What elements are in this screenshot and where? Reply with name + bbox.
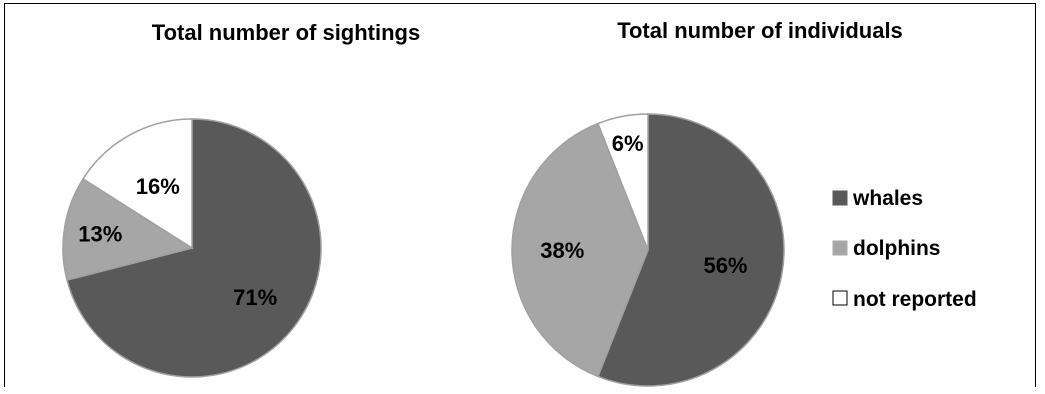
legend-swatch-dolphins (832, 240, 848, 256)
legend-label-not-reported: not reported (853, 288, 977, 311)
legend-swatch-not-reported (832, 290, 848, 306)
pie-individuals: 56% 38% 6% (511, 113, 785, 387)
legend-label-whales: whales (852, 187, 923, 210)
chart-frame (4, 3, 1036, 387)
pie-slice-whales (596, 113, 785, 387)
legend-label-dolphins: dolphins (853, 237, 941, 260)
data-label-dolphins: 38% (540, 238, 584, 263)
pie-slice-not-reported (596, 113, 649, 251)
legend-swatch-whales (832, 190, 848, 206)
chart-title-sightings: Total number of sightings (152, 20, 420, 45)
chart-title-individuals: Total number of individuals (617, 18, 903, 43)
pie-slice-dolphins (511, 122, 649, 378)
data-label-whales: 71% (233, 285, 277, 310)
pie-slice-dolphins (62, 177, 194, 281)
data-label-dolphins: 13% (78, 221, 122, 246)
pie-slice-whales (66, 118, 322, 378)
data-label-not-reported: 6% (612, 131, 644, 156)
pie-slice-not-reported (82, 118, 193, 250)
data-label-not-reported: 16% (136, 174, 180, 199)
data-label-whales: 56% (703, 253, 747, 278)
pie-sightings: 71% 13% 16% (62, 118, 322, 378)
legend: whales dolphins not reported (832, 187, 977, 311)
